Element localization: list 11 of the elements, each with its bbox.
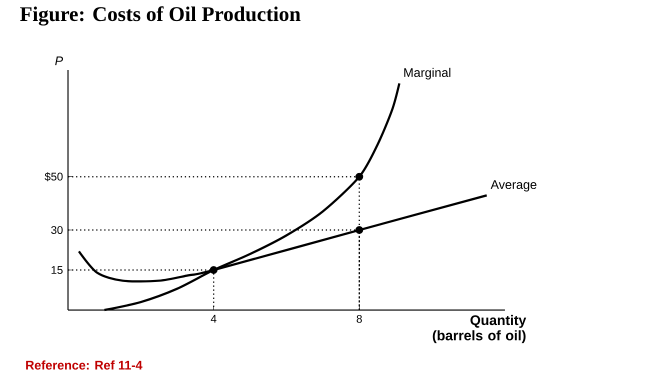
x-axis-title: Quantity (barrels of oil): [432, 314, 526, 344]
y-tick-label: 15: [52, 266, 63, 274]
y-axis-title: P: [55, 56, 64, 66]
series-label: Average: [490, 180, 536, 192]
x-tick-label: 4: [210, 314, 216, 323]
chart-title: Figure: Costs of Oil Production: [20, 6, 300, 26]
text: Reference: Ref 11-4: [26, 360, 142, 370]
y-tick-label: 30: [51, 226, 63, 234]
y-tick-label: $50: [44, 172, 63, 182]
x-tick-label: 8: [356, 314, 362, 323]
series-label: Marginal: [404, 68, 450, 80]
